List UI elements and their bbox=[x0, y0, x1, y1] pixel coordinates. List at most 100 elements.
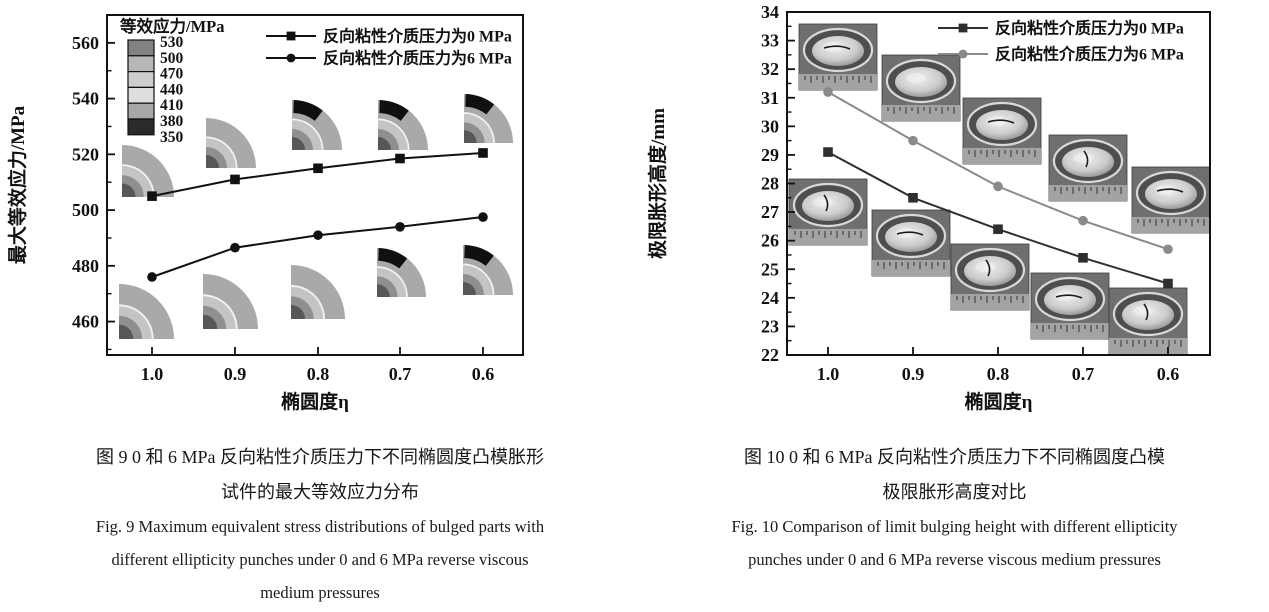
data-point-marker bbox=[395, 153, 405, 164]
colorbar-cell bbox=[127, 118, 155, 136]
colorbar-tick-label: 440 bbox=[160, 81, 184, 98]
specimen-photo bbox=[1108, 287, 1188, 355]
dome-highlight bbox=[975, 262, 995, 272]
colorbar-cell bbox=[127, 70, 155, 88]
stress-contour-inset bbox=[378, 100, 428, 150]
stress-contour-inset bbox=[122, 145, 174, 197]
x-axis-title: 椭圆度η bbox=[965, 390, 1033, 413]
figure9-caption-en-line2: different ellipticity punches under 0 an… bbox=[111, 550, 529, 569]
fig10-plot: 22 23 24 25 26 27 28 29 30 31 32 33 34 1.0 0.9 0.8 0.7 0.… bbox=[646, 2, 1211, 413]
ruler-strip bbox=[789, 229, 867, 245]
fig9-insets bbox=[119, 94, 513, 339]
dome-highlight bbox=[1133, 306, 1153, 316]
specimen-photo bbox=[950, 243, 1030, 311]
dome-highlight bbox=[813, 197, 833, 207]
ruler-strip bbox=[1049, 185, 1127, 201]
ruler-strip bbox=[799, 74, 877, 90]
x-tick-label: 0.7 bbox=[1072, 364, 1095, 384]
colorbar-tick-label: 350 bbox=[160, 129, 184, 146]
data-point-marker bbox=[313, 163, 323, 174]
stress-contour-inset bbox=[291, 265, 345, 319]
stress-contour-inset bbox=[464, 94, 513, 143]
figure9-caption-cn-line2: 试件的最大等效应力分布 bbox=[221, 482, 419, 502]
y-tick-label: 500 bbox=[72, 200, 99, 220]
stress-contour-inset bbox=[377, 248, 426, 297]
y-tick-label: 480 bbox=[72, 256, 99, 276]
series-square bbox=[147, 148, 488, 201]
figure10-caption-cn-line1: 图 10 0 和 6 MPa 反向粘性介质压力下不同椭圆度凸模 bbox=[743, 447, 1165, 467]
contour-band bbox=[463, 282, 476, 295]
series-circle bbox=[823, 87, 1173, 255]
ruler-strip bbox=[1031, 323, 1109, 339]
series-line bbox=[151, 152, 484, 198]
crack-line bbox=[1143, 303, 1149, 321]
colorbar-tick-label: 470 bbox=[160, 66, 184, 83]
ruler-strip bbox=[951, 294, 1029, 310]
x-tick-label: 1.0 bbox=[141, 364, 164, 384]
y-tick-label: 24 bbox=[761, 288, 779, 308]
data-point-marker bbox=[993, 181, 1003, 192]
legend-label: 反向粘性介质压力为0 MPa bbox=[323, 27, 512, 46]
colorbar-cell bbox=[127, 55, 155, 73]
series-circle bbox=[147, 212, 488, 282]
specimen-photo bbox=[798, 23, 878, 91]
contour-band bbox=[291, 304, 306, 319]
y-tick-label: 540 bbox=[72, 89, 99, 109]
data-point-marker bbox=[823, 147, 833, 157]
series-square bbox=[823, 147, 1173, 289]
series-line bbox=[151, 216, 484, 278]
ruler-strip bbox=[882, 105, 960, 121]
y-axis-title: 最大等效应力/MPa bbox=[6, 105, 29, 264]
figure10-caption-cn-line2: 极限胀形高度对比 bbox=[882, 482, 1027, 502]
crack-line bbox=[987, 119, 1015, 124]
data-point-marker bbox=[230, 174, 240, 185]
y-tick-label: 25 bbox=[761, 259, 779, 279]
y-tick-label: 28 bbox=[761, 174, 779, 194]
colorbar-title: 等效应力/MPa bbox=[120, 16, 225, 36]
colorbar-cell bbox=[127, 102, 155, 120]
crack-line bbox=[896, 231, 924, 236]
figure9-chart: 460 480 500 520 540 560 1.0 0.9 0.8 0.7 0.6 椭圆度η 最大等… bbox=[6, 14, 524, 413]
specimen-photo bbox=[1131, 166, 1211, 234]
colorbar-tick-label: 380 bbox=[160, 113, 184, 130]
y-tick-label: 31 bbox=[761, 88, 779, 108]
dome-highlight bbox=[906, 73, 926, 83]
legend-item: 反向粘性介质压力为0 MPa bbox=[266, 27, 512, 46]
y-tick-label: 27 bbox=[761, 202, 779, 222]
ruler-strip bbox=[872, 260, 950, 276]
crack-line bbox=[823, 194, 829, 212]
contour-band bbox=[119, 324, 134, 339]
crack-line bbox=[1055, 294, 1083, 299]
figure9-caption-cn-line1: 图 9 0 和 6 MPa 反向粘性介质压力下不同椭圆度凸模胀形 bbox=[95, 447, 544, 467]
data-point-marker bbox=[908, 192, 918, 203]
contour-band bbox=[464, 130, 477, 143]
y-tick-label: 520 bbox=[72, 144, 99, 164]
data-point-marker bbox=[313, 230, 323, 240]
y-tick-label: 29 bbox=[761, 145, 779, 165]
colorbar-tick-label: 500 bbox=[160, 50, 184, 67]
specimen-photo bbox=[871, 209, 951, 277]
y-tick-label: 30 bbox=[761, 116, 779, 136]
failure-black-region bbox=[378, 248, 408, 269]
data-point-marker bbox=[1078, 215, 1088, 226]
stress-contour-inset bbox=[206, 118, 256, 168]
crack-line bbox=[985, 259, 991, 277]
specimen-photo bbox=[881, 54, 961, 122]
data-point-marker bbox=[1163, 244, 1173, 255]
data-point-marker bbox=[286, 53, 296, 63]
colorbar-cell bbox=[127, 39, 155, 57]
specimen-photo bbox=[1048, 134, 1128, 202]
data-point-marker bbox=[958, 49, 968, 59]
contour-band bbox=[206, 155, 219, 168]
plot-box bbox=[106, 14, 524, 356]
specimen-photo bbox=[1030, 272, 1110, 340]
x-tick-label: 0.7 bbox=[389, 364, 412, 384]
y-tick-label: 22 bbox=[761, 345, 779, 365]
data-point-marker bbox=[478, 212, 488, 222]
ruler-strip bbox=[963, 148, 1041, 164]
y-tick-label: 560 bbox=[72, 33, 99, 53]
figure10-caption: 图 10 0 和 6 MPa 反向粘性介质压力下不同椭圆度凸模 极限胀形高度对比… bbox=[640, 440, 1269, 576]
crack-line bbox=[1156, 188, 1184, 193]
